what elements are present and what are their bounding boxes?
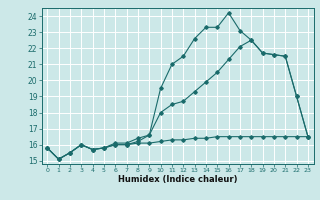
X-axis label: Humidex (Indice chaleur): Humidex (Indice chaleur) (118, 175, 237, 184)
